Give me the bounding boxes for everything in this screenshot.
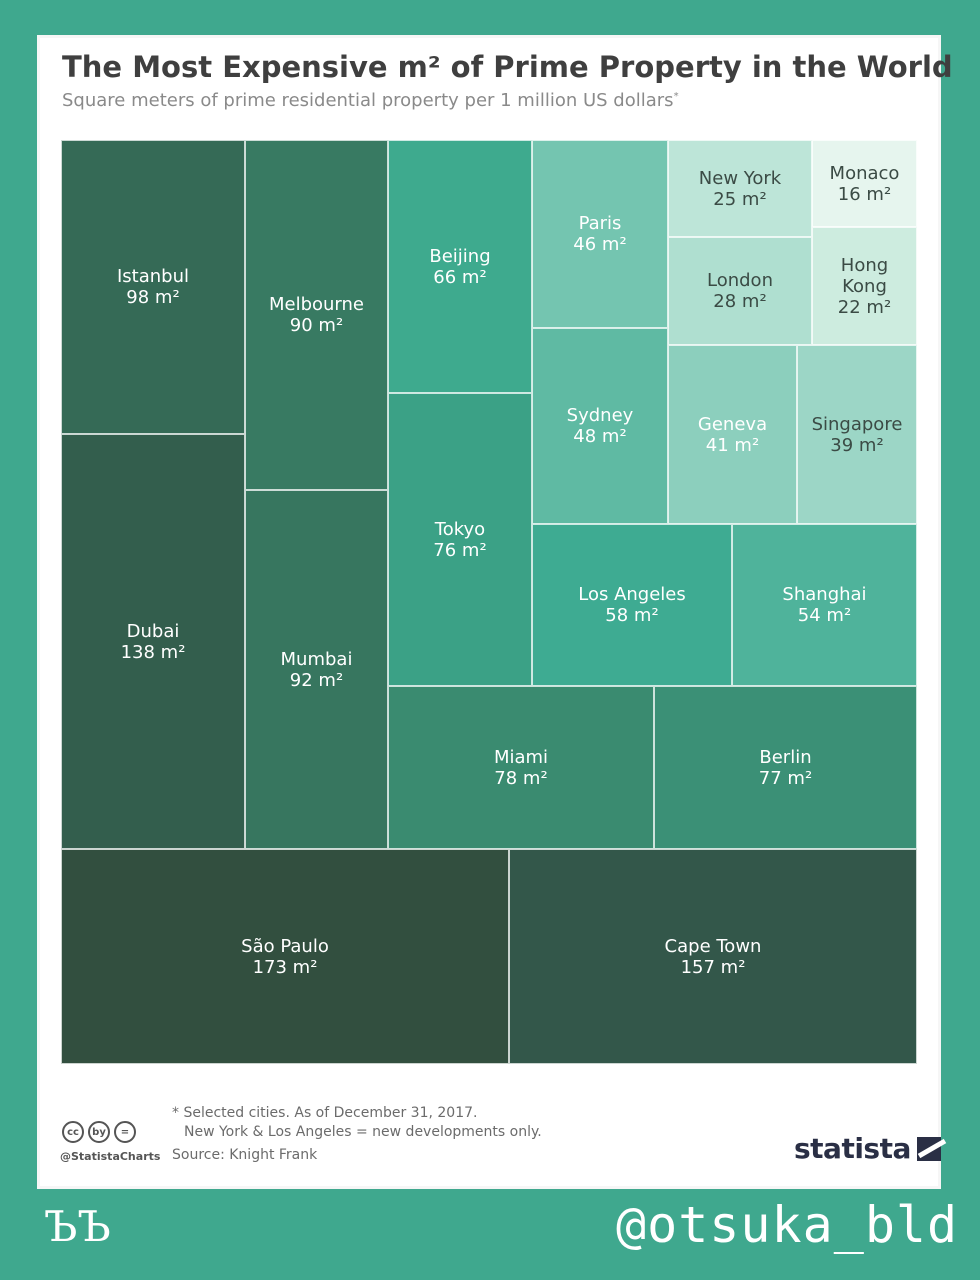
tile-value-label: 66 m² xyxy=(433,266,487,288)
tile-city-label: Beijing xyxy=(429,245,491,267)
tile-city-label: Dubai xyxy=(126,620,180,642)
cc-license-icons: cc by = xyxy=(62,1121,136,1143)
subtitle-footnote-mark: * xyxy=(673,91,679,102)
treemap-tile-los-angeles: Los Angeles 58 m² xyxy=(532,524,732,686)
tile-value-label: 138 m² xyxy=(120,641,186,663)
treemap-tile-dubai: Dubai 138 m² xyxy=(61,434,245,849)
footnote-line-2: New York & Los Angeles = new development… xyxy=(184,1124,542,1140)
tile-city-label: Los Angeles xyxy=(578,584,686,605)
no-derivatives-icon: = xyxy=(114,1121,136,1143)
tile-value-label: 22 m² xyxy=(837,296,892,318)
treemap-tile-mumbai: Mumbai 92 m² xyxy=(245,490,388,849)
treemap-tile-paris: Paris 46 m² xyxy=(532,140,668,328)
tile-city-label: Hong Kong xyxy=(840,254,889,297)
tile-value-label: 28 m² xyxy=(713,291,767,312)
treemap-tile-melbourne: Melbourne 90 m² xyxy=(245,140,388,490)
treemap: São Paulo 173 m² Cape Town 157 m² Dubai 138 m… xyxy=(61,140,917,1064)
treemap-tile-new-york: New York 25 m² xyxy=(668,140,812,237)
source-note: Source: Knight Frank xyxy=(172,1147,318,1163)
footnote-line-1: * Selected cities. As of December 31, 20… xyxy=(172,1105,478,1121)
tile-city-label: Mumbai xyxy=(280,648,353,670)
treemap-tile-cape-town: Cape Town 157 m² xyxy=(509,849,917,1064)
treemap-tile-beijing: Beijing 66 m² xyxy=(388,140,532,393)
treemap-tile-hong-kong: Hong Kong 22 m² xyxy=(812,227,917,345)
chart-card: The Most Expensive m² of Prime Property … xyxy=(40,38,953,1186)
tile-value-label: 58 m² xyxy=(605,605,659,626)
statista-logo: statista xyxy=(794,1132,941,1165)
tile-city-label: London xyxy=(707,270,773,291)
tile-value-label: 46 m² xyxy=(573,234,627,255)
statista-charts-handle: @StatistaCharts xyxy=(60,1150,161,1163)
tile-city-label: New York xyxy=(698,167,782,189)
treemap-tile-berlin: Berlin 77 m² xyxy=(654,686,917,849)
overlay-mark: ЪЪ xyxy=(44,1202,111,1251)
tile-value-label: 25 m² xyxy=(713,188,767,210)
tile-city-label: Miami xyxy=(493,746,549,768)
treemap-tile-shanghai: Shanghai 54 m² xyxy=(732,524,917,686)
attribution-icon: by xyxy=(88,1121,110,1143)
tile-value-label: 54 m² xyxy=(797,605,852,626)
tile-value-label: 76 m² xyxy=(433,539,487,561)
treemap-tile-geneva: Geneva 41 m² xyxy=(668,345,797,524)
treemap-tile-istanbul: Istanbul 98 m² xyxy=(61,140,245,434)
treemap-tile-sydney: Sydney 48 m² xyxy=(532,328,668,524)
tile-value-label: 48 m² xyxy=(573,426,627,447)
tile-value-label: 41 m² xyxy=(705,434,760,456)
watermark-signature: @otsuka_bld xyxy=(616,1196,959,1254)
treemap-tile-monaco: Monaco 16 m² xyxy=(812,140,917,227)
treemap-tile-tokyo: Tokyo 76 m² xyxy=(388,393,532,686)
tile-city-label: Paris xyxy=(578,213,622,234)
statista-logo-icon xyxy=(916,1136,941,1161)
tile-value-label: 92 m² xyxy=(289,669,344,691)
tile-city-label: Cape Town xyxy=(664,935,762,957)
tile-value-label: 39 m² xyxy=(830,434,884,456)
tile-city-label: São Paulo xyxy=(241,935,329,957)
treemap-tile-s-o-paulo: São Paulo 173 m² xyxy=(61,849,509,1064)
tile-city-label: Singapore xyxy=(811,413,903,435)
tile-city-label: Geneva xyxy=(697,413,768,435)
tile-city-label: Istanbul xyxy=(116,266,190,287)
tile-city-label: Melbourne xyxy=(268,294,365,315)
cc-icon: cc xyxy=(62,1121,84,1143)
tile-value-label: 90 m² xyxy=(289,315,344,336)
chart-title: The Most Expensive m² of Prime Property … xyxy=(62,50,953,84)
statista-wordmark: statista xyxy=(794,1132,911,1165)
tile-city-label: Monaco xyxy=(829,162,900,184)
treemap-tile-miami: Miami 78 m² xyxy=(388,686,654,849)
tile-value-label: 78 m² xyxy=(494,767,548,789)
treemap-tile-london: London 28 m² xyxy=(668,237,812,345)
tile-value-label: 173 m² xyxy=(252,956,318,978)
subtitle-text: Square meters of prime residential prope… xyxy=(62,90,674,111)
tile-value-label: 16 m² xyxy=(837,183,892,205)
tile-city-label: Shanghai xyxy=(782,584,867,605)
tile-city-label: Sydney xyxy=(566,405,634,426)
tile-city-label: Berlin xyxy=(759,746,812,768)
tile-value-label: 98 m² xyxy=(126,287,180,308)
tile-city-label: Tokyo xyxy=(434,518,486,540)
chart-subtitle: Square meters of prime residential prope… xyxy=(62,90,679,111)
treemap-tile-singapore: Singapore 39 m² xyxy=(797,345,917,524)
tile-value-label: 157 m² xyxy=(680,956,746,978)
tile-value-label: 77 m² xyxy=(758,767,813,789)
